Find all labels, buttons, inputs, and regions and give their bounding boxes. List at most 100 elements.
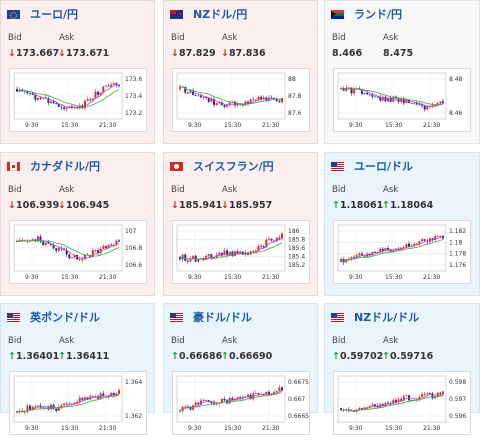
y-tick-label: 173.2 — [125, 110, 142, 117]
candle-body — [426, 106, 429, 110]
candle-body — [278, 387, 281, 391]
y-tick-label: 0.597 — [449, 396, 466, 403]
pair-title[interactable]: スイスフラン/円 — [193, 160, 274, 173]
rate-card-nzd-jpy[interactable]: NZドル/円 Bid Ask ↓87.829 ↓87.836 88 87.8 87.6 9:30… — [163, 0, 318, 144]
moving-average-long — [340, 87, 443, 106]
candle-body — [118, 390, 120, 394]
candle-body — [91, 396, 94, 398]
x-tick-label: 15:30 — [61, 274, 78, 281]
candle-body — [350, 257, 353, 259]
bid-label: Bid — [8, 336, 22, 346]
candle-body — [374, 96, 376, 98]
y-tick-label: 1.362 — [125, 413, 142, 420]
candle-body — [213, 98, 215, 105]
candle-body — [218, 252, 221, 255]
candle-body — [281, 387, 283, 391]
pair-title[interactable]: ランド/円 — [354, 8, 403, 21]
x-tick-label: 21:30 — [423, 122, 440, 129]
candle-body — [273, 392, 276, 395]
rate-card-eur-jpy[interactable]: ユーロ/円 Bid Ask ↓173.667 ↓173.671 173.6 173.4 173… — [0, 0, 155, 144]
pair-title[interactable]: ユーロ/円 — [30, 8, 79, 21]
candle-body — [21, 89, 24, 91]
pair-title[interactable]: ユーロ/ドル — [354, 160, 414, 173]
mini-candle-chart[interactable]: 8.48 8.46 9:30 15:30 21:30 — [333, 68, 471, 132]
y-tick-label: 0.596 — [449, 413, 466, 420]
y-tick-label: 106.8 — [125, 245, 142, 252]
rate-card-chf-jpy[interactable]: スイスフラン/円 Bid Ask ↓185.941 ↓185.957 186 185.8 18… — [163, 152, 318, 296]
x-tick-label: 21:30 — [99, 274, 116, 281]
y-tick-label: 185.6 — [288, 245, 305, 252]
ask-label: Ask — [222, 33, 238, 43]
card-header: ユーロ/円 — [7, 6, 78, 22]
mini-candle-chart[interactable]: 173.6 173.4 173.2 9:30 15:30 21:30 — [9, 68, 147, 132]
card-header: 豪ドル/ドル — [170, 309, 252, 325]
candle-body — [112, 244, 115, 246]
candle-body — [376, 96, 379, 98]
ask-label: Ask — [383, 33, 399, 43]
candle-body — [394, 400, 397, 403]
ask-label: Ask — [59, 185, 75, 195]
candle-body — [57, 406, 60, 411]
flag-us-icon — [7, 312, 20, 322]
mini-candle-chart[interactable]: 186 185.8 185.6 185.4 185.2 9:30 15:30 21:30 — [172, 220, 310, 284]
ask-label: Ask — [59, 336, 75, 346]
candle-body — [81, 397, 84, 400]
candle-body — [267, 238, 270, 240]
candle-body — [360, 408, 363, 409]
candle-body — [347, 87, 350, 89]
candle-body — [223, 104, 226, 107]
candle-body — [199, 95, 202, 98]
moving-average-long — [179, 242, 283, 260]
pair-title[interactable]: 英ポンド/ドル — [30, 311, 101, 324]
mini-candle-chart[interactable]: 0.6675 0.667 0.6665 9:30 15:30 21:30 — [172, 371, 310, 435]
rate-card-aud-usd[interactable]: 豪ドル/ドル Bid Ask ↑0.66686 ↑0.66690 0.6675 0.667 0… — [163, 303, 318, 435]
candle-body — [247, 101, 249, 104]
candle-body — [376, 406, 379, 408]
rate-card-gbp-usd[interactable]: 英ポンド/ドル Bid Ask ↑1.36401 ↑1.36411 1.364 1.362 9… — [0, 303, 155, 435]
candle-body — [57, 247, 60, 251]
rate-card-zar-jpy[interactable]: ランド/円 Bid Ask 8.466 8.475 8.48 8.46 9:30 15:30 21… — [324, 0, 480, 144]
candle-body — [358, 88, 361, 90]
candle-body — [179, 257, 181, 260]
pair-title[interactable]: NZドル/円 — [193, 8, 248, 21]
mini-candle-chart[interactable]: 107 106.8 106.6 9:30 15:30 21:30 — [9, 220, 147, 284]
candle-body — [202, 400, 205, 402]
moving-average-short — [16, 84, 119, 109]
x-tick-label: 21:30 — [99, 425, 116, 432]
rate-card-cad-jpy[interactable]: カナダドル/円 Bid Ask ↓106.939 ↓106.945 107 106.8 106… — [0, 152, 155, 296]
candle-body — [363, 92, 366, 95]
candle-body — [104, 85, 107, 87]
candle-body — [254, 250, 257, 252]
x-tick-label: 21:30 — [262, 274, 279, 281]
candle-body — [265, 391, 268, 395]
rate-card-eur-usd[interactable]: ユーロ/ドル Bid Ask ↑1.18061 ↑1.18064 1.182 1.18 1.1… — [324, 152, 480, 296]
ask-value: ↑1.36411 — [58, 351, 110, 362]
bid-label: Bid — [171, 336, 185, 346]
candle-body — [402, 396, 405, 401]
flag-eu-icon — [7, 9, 20, 19]
mini-candle-chart[interactable]: 88 87.8 87.6 9:30 15:30 21:30 — [172, 68, 310, 132]
candle-body — [252, 250, 255, 252]
candle-body — [233, 398, 236, 400]
pair-title[interactable]: NZドル/ドル — [354, 311, 420, 324]
candle-body — [228, 251, 231, 256]
pair-title[interactable]: 豪ドル/ドル — [193, 311, 253, 324]
candle-body — [112, 392, 115, 396]
candle-body — [249, 99, 252, 104]
x-tick-label: 9:30 — [25, 425, 39, 432]
candle-body — [36, 236, 39, 242]
candle-body — [368, 94, 371, 96]
mini-candle-chart[interactable]: 1.182 1.18 1.178 1.176 9:30 15:30 21:30 — [333, 220, 471, 284]
pair-title[interactable]: カナダドル/円 — [30, 160, 101, 173]
candle-body — [374, 251, 376, 253]
candle-body — [257, 245, 260, 251]
candle-body — [267, 391, 270, 396]
x-tick-label: 21:30 — [262, 122, 279, 129]
candle-body — [112, 83, 115, 85]
mini-candle-chart[interactable]: 0.598 0.597 0.596 9:30 15:30 21:30 — [333, 371, 471, 435]
candle-body — [265, 239, 268, 248]
rate-card-nzd-usd[interactable]: NZドル/ドル Bid Ask ↑0.59702 ↑0.59716 0.598 0.597 0… — [324, 303, 480, 435]
x-tick-label: 9:30 — [349, 122, 363, 129]
candle-body — [360, 89, 363, 95]
mini-candle-chart[interactable]: 1.364 1.362 9:30 15:30 21:30 — [9, 371, 147, 435]
